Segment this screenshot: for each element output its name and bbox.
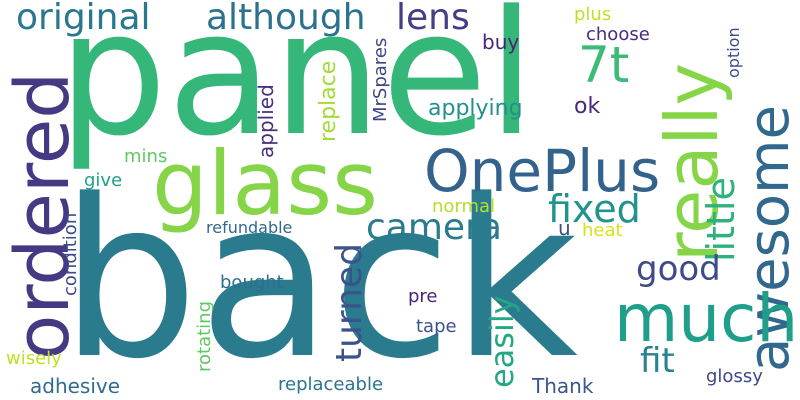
word-fixed: fixed: [548, 187, 641, 231]
word-back: back: [60, 154, 579, 400]
word-easily: easily: [483, 295, 521, 388]
word-adhesive: adhesive: [30, 374, 121, 398]
word-plus: plus: [574, 4, 612, 25]
word-good: good: [636, 249, 721, 289]
word-lens: lens: [396, 0, 470, 38]
word-normal: normal: [432, 196, 496, 217]
word-rotating: rotating: [194, 301, 215, 372]
word-u: u: [558, 216, 571, 240]
word-condition: condition: [60, 212, 81, 296]
word-panel: panel: [58, 0, 536, 174]
word-applying: applying: [428, 96, 523, 121]
word-thank: Thank: [532, 374, 594, 398]
word-heat: heat: [582, 220, 623, 241]
word-tape: tape: [416, 316, 457, 337]
word-pre: pre: [408, 286, 438, 307]
word-glass: glass: [152, 132, 378, 235]
word-ok: ok: [574, 94, 601, 119]
word-original: original: [16, 0, 151, 38]
word-although: although: [206, 0, 366, 38]
word-mrspares: MrSpares: [370, 37, 391, 122]
word-choose: choose: [586, 24, 650, 45]
word-give: give: [84, 170, 123, 191]
word-7t: 7t: [578, 36, 630, 94]
word-glossy: glossy: [706, 366, 763, 387]
word-replace: replace: [316, 60, 341, 142]
word-applied: applied: [254, 84, 278, 158]
word-camera: camera: [366, 207, 502, 248]
word-turned: turned: [329, 243, 370, 362]
word-oneplus: OnePlus: [424, 137, 661, 205]
word-much: much: [614, 280, 799, 357]
word-option: option: [724, 27, 743, 78]
word-buy: buy: [482, 30, 520, 54]
word-replaceable: replaceable: [278, 374, 384, 395]
word-wisely: wisely: [6, 348, 62, 369]
word-mins: mins: [124, 146, 168, 167]
word-refundable: refundable: [206, 218, 293, 237]
word-bought: bought: [220, 272, 284, 293]
word-fit: fit: [640, 341, 675, 381]
